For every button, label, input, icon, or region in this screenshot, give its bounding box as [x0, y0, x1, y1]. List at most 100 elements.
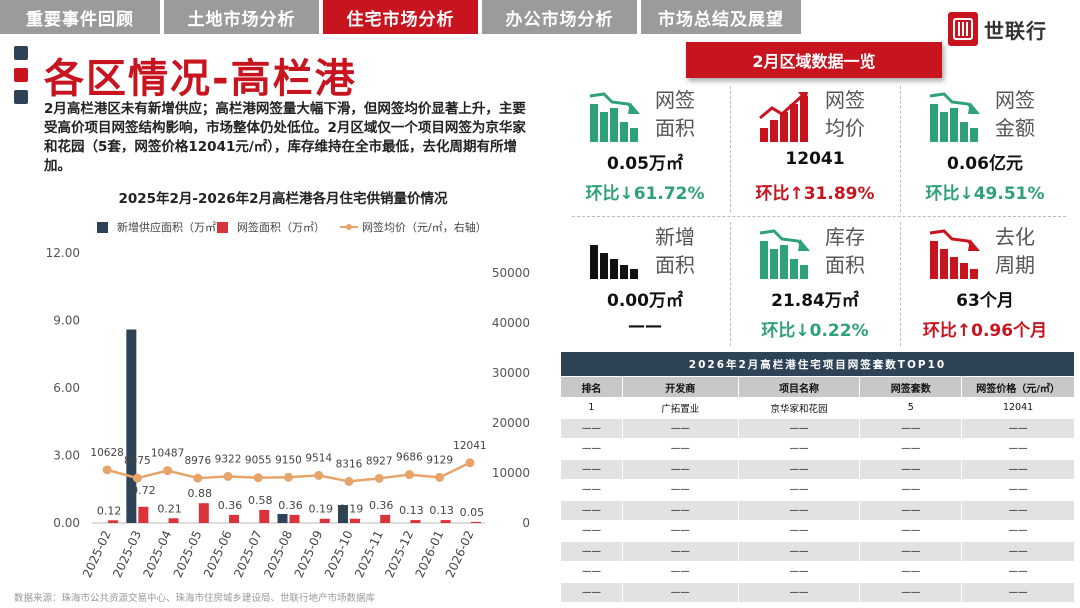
- table-row: —— —— —— —— ——: [560, 458, 1075, 480]
- kpi-label: 库存面积: [825, 225, 865, 277]
- table-cell: ——: [737, 561, 861, 583]
- x-tick-label: 2025-04: [140, 528, 174, 579]
- tab-land[interactable]: 土地市场分析: [164, 0, 319, 34]
- bar-label-2026-01: 0.13: [429, 504, 454, 517]
- chart-title: 2025年2月-2026年2月高栏港各月住宅供销量价情况: [118, 191, 448, 207]
- price-label-2025-03: 8975: [124, 455, 151, 467]
- table-cell: ——: [737, 438, 861, 460]
- logo-text: 世联行: [984, 18, 1047, 43]
- bar-label-2025-07: 0.58: [248, 494, 273, 507]
- title-squares: [14, 46, 28, 112]
- price-label-2025-12: 9686: [396, 452, 423, 464]
- price-point-2025-08: [284, 472, 293, 482]
- price-label-2025-08: 9150: [275, 454, 302, 466]
- price-point-2025-05: [193, 473, 203, 483]
- price-point-2026-01: [435, 472, 445, 482]
- table-row: —— —— —— —— ——: [560, 479, 1075, 501]
- right-tick-label: 40000: [492, 316, 530, 330]
- kpi-cell: 网签金额 0.06亿元 环比↓49.51%: [900, 82, 1070, 216]
- right-tick-label: 50000: [492, 266, 530, 280]
- kpi-value: 21.84万㎡: [771, 291, 859, 311]
- table-row: —— —— —— —— ——: [560, 561, 1075, 583]
- price-label-2026-01: 9129: [426, 454, 453, 466]
- table-cell: ——: [560, 561, 623, 583]
- table-cell: ——: [621, 540, 739, 562]
- table-column-header: 网签套数: [859, 376, 963, 398]
- table-cell: ——: [737, 499, 861, 521]
- kpi-change: 环比↓61.72%: [585, 184, 705, 204]
- kpi-change: 环比↓0.22%: [761, 321, 869, 341]
- down-trend-icon: [588, 90, 644, 148]
- table-cell: ——: [859, 458, 963, 480]
- kpi-divider: [900, 222, 901, 346]
- logo-mark-icon: [948, 12, 978, 46]
- bar-signed-2025-11: [380, 514, 391, 523]
- kpi-label: 新增面积: [655, 225, 695, 277]
- kpi-value: 0.00万㎡: [607, 291, 683, 311]
- left-tick-label: 6.00: [53, 381, 80, 395]
- kpi-divider: [730, 86, 731, 212]
- price-label-2025-07: 9055: [245, 455, 272, 467]
- source-note: 数据来源：珠海市公共资源交易中心、珠海市住房城乡建设局、世联行地产市场数据库: [14, 593, 376, 604]
- price-label-2025-02: 10628: [90, 447, 123, 459]
- table-cell: ——: [859, 499, 963, 521]
- kpi-change: 环比↑0.96个月: [922, 321, 1048, 341]
- price-label-2025-04: 10487: [151, 448, 184, 460]
- table-row: —— —— —— —— ——: [560, 581, 1075, 603]
- legend-swatch-1: [217, 222, 228, 233]
- tab-residential[interactable]: 住宅市场分析: [323, 0, 478, 34]
- table-cell: ——: [560, 479, 623, 501]
- table-cell: ——: [621, 499, 739, 521]
- kpi-label: 网签面积: [655, 88, 695, 140]
- kpi-change: 环比↓49.51%: [925, 184, 1045, 204]
- table-cell: ——: [961, 581, 1075, 603]
- table-title: 2026年2月高栏港住宅项目网签套数TOP10: [560, 351, 1075, 377]
- bar-label-2025-02: 0.12: [97, 504, 122, 517]
- kpi-divider: [730, 222, 731, 346]
- table-row: 1 广拓置业 京华家和花园 5 12041: [560, 397, 1075, 419]
- table-cell: ——: [961, 499, 1075, 521]
- tab-summary[interactable]: 市场总结及展望: [641, 0, 801, 34]
- table-cell: ——: [560, 581, 623, 603]
- bar-signed-2026-02: [470, 521, 481, 523]
- legend-swatch-0: [97, 222, 108, 233]
- bar-label-2025-12: 0.13: [399, 504, 424, 517]
- price-point-2025-12: [404, 470, 414, 480]
- left-tick-label: 3.00: [53, 449, 80, 463]
- tab-office[interactable]: 办公市场分析: [482, 0, 637, 34]
- left-tick-label: 0.00: [53, 516, 80, 530]
- x-tick-label: 2025-08: [261, 528, 295, 579]
- price-point-2025-03: [132, 473, 142, 483]
- table-row: —— —— —— —— ——: [560, 417, 1075, 439]
- table-cell: ——: [859, 417, 963, 439]
- table-cell: ——: [961, 458, 1075, 480]
- table-row: —— —— —— —— ——: [560, 540, 1075, 562]
- tab-events[interactable]: 重要事件回顾: [0, 0, 160, 34]
- kpi-value: 0.05万㎡: [607, 154, 683, 174]
- table-cell: ——: [560, 520, 623, 542]
- bar-signed-2025-02: [108, 520, 119, 523]
- price-label-2025-06: 9322: [215, 453, 242, 465]
- table-cell: ——: [621, 438, 739, 460]
- x-tick-label: 2025-09: [292, 528, 326, 579]
- right-tick-label: 10000: [492, 466, 530, 480]
- price-point-2025-10: [344, 476, 354, 486]
- top10-table: 2026年2月高栏港住宅项目网签套数TOP10 排名 开发商 项目名称 网签套数 网签价…: [560, 351, 1075, 603]
- right-tick-label: 0: [522, 516, 530, 530]
- x-tick-label: 2025-11: [352, 528, 386, 579]
- bar-label-2025-10: 0.19: [339, 503, 364, 516]
- table-cell: ——: [737, 520, 861, 542]
- table-cell: ——: [859, 520, 963, 542]
- kpi-value: 0.06亿元: [947, 154, 1023, 174]
- table-cell: ——: [560, 438, 623, 460]
- table-cell: ——: [961, 438, 1075, 460]
- price-point-2025-02: [102, 465, 112, 475]
- table-cell: ——: [961, 479, 1075, 501]
- kpi-cell: 库存面积 21.84万㎡ 环比↓0.22%: [730, 219, 900, 353]
- bar-signed-2025-09: [319, 518, 330, 523]
- table-cell: ——: [560, 499, 623, 521]
- price-point-2025-09: [314, 470, 324, 480]
- bar-signed-2025-03: [138, 506, 149, 523]
- table-cell: ——: [859, 479, 963, 501]
